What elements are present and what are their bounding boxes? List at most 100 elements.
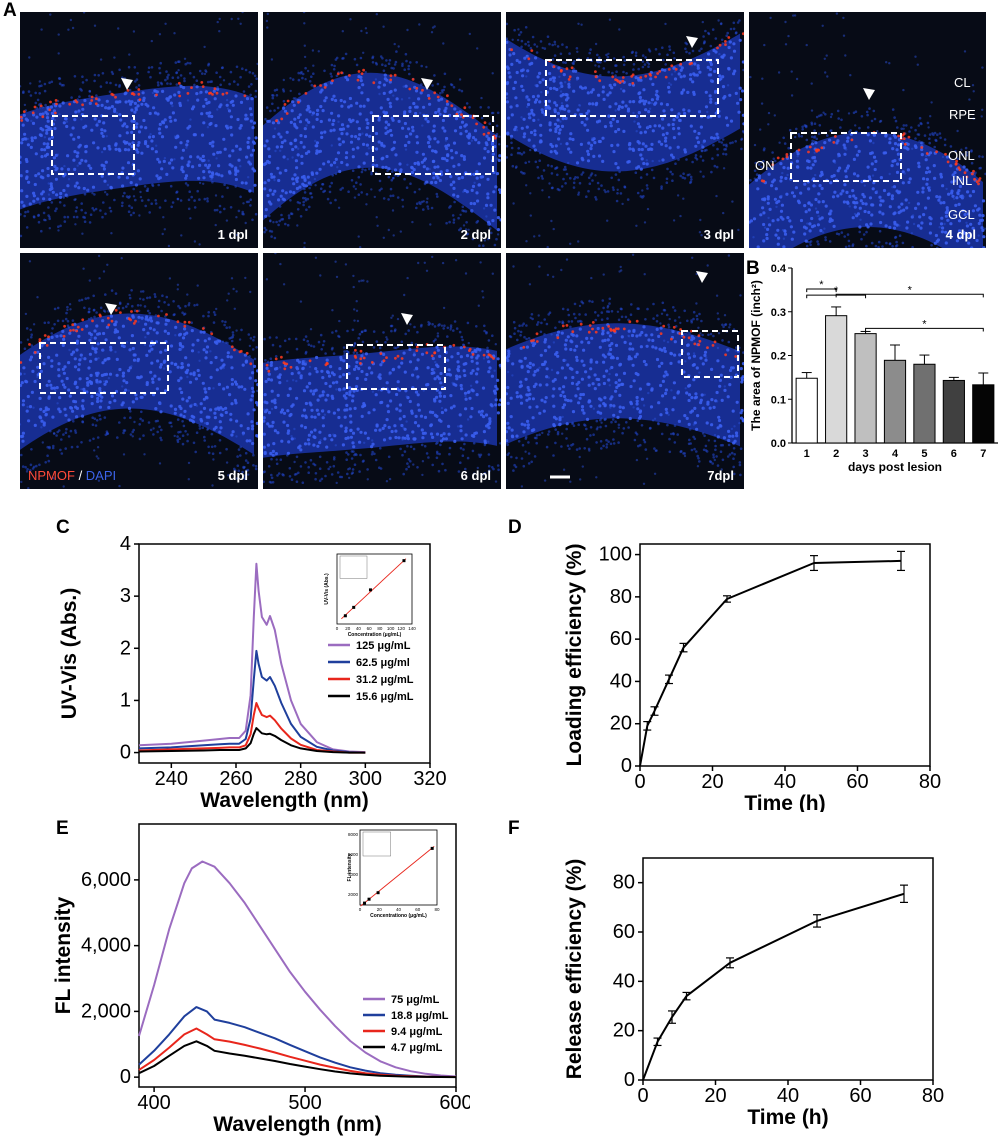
nucleus-dot (496, 228, 500, 232)
nucleus-dot (224, 341, 228, 344)
nucleus-dot (567, 85, 571, 89)
nucleus-dot (838, 166, 842, 170)
nucleus-dot (610, 176, 613, 180)
nanoparticle-dot (304, 92, 308, 95)
nucleus-dot (164, 348, 168, 352)
nucleus-dot (209, 361, 213, 365)
nucleus-dot (548, 123, 552, 127)
nucleus-dot (475, 361, 479, 365)
nucleus-dot (292, 103, 296, 107)
nucleus-dot (101, 215, 104, 219)
nucleus-dot (180, 390, 184, 395)
nucleus-dot (146, 187, 150, 191)
nucleus-dot (665, 131, 669, 135)
nucleus-dot (187, 396, 191, 400)
nucleus-dot (72, 215, 76, 219)
nucleus-dot (238, 338, 242, 341)
nucleus-dot (403, 450, 407, 453)
nucleus-dot (403, 370, 407, 374)
nucleus-dot (906, 142, 910, 146)
nucleus-dot (235, 65, 239, 69)
nucleus-dot (894, 119, 898, 123)
nucleus-dot (73, 184, 77, 188)
nucleus-dot (93, 73, 97, 77)
nucleus-dot (902, 208, 906, 212)
nucleus-dot (67, 388, 71, 392)
nucleus-dot (926, 121, 930, 125)
nucleus-dot (452, 164, 456, 168)
nucleus-dot (375, 424, 379, 428)
nucleus-dot (392, 94, 395, 97)
nucleus-dot (23, 137, 27, 141)
nucleus-dot (444, 139, 448, 142)
nucleus-dot (205, 421, 209, 426)
nucleus-dot (515, 70, 519, 75)
nucleus-dot (459, 429, 463, 433)
nucleus-dot (811, 156, 815, 160)
nucleus-dot (89, 213, 93, 216)
nucleus-dot (437, 377, 442, 381)
nanoparticle-dot (977, 179, 981, 182)
nucleus-dot (309, 430, 314, 434)
nucleus-dot (37, 172, 41, 176)
nucleus-dot (367, 411, 371, 415)
nucleus-dot (246, 461, 250, 464)
nucleus-dot (278, 171, 282, 175)
nucleus-dot (527, 112, 531, 116)
nucleus-dot (46, 454, 49, 457)
nucleus-dot (295, 126, 299, 130)
nucleus-dot (720, 38, 724, 42)
nucleus-dot (129, 102, 133, 106)
nucleus-dot (577, 22, 580, 25)
nucleus-dot (39, 407, 43, 411)
nucleus-dot (908, 130, 911, 133)
nucleus-dot (96, 342, 100, 346)
nucleus-dot (255, 77, 258, 80)
nucleus-dot (206, 199, 209, 203)
nucleus-dot (868, 177, 872, 181)
nucleus-dot (271, 102, 274, 106)
nucleus-dot (323, 437, 327, 441)
nucleus-dot (607, 52, 610, 55)
nucleus-dot (655, 89, 659, 93)
nucleus-dot (773, 114, 776, 117)
nucleus-dot (898, 153, 901, 156)
nanoparticle-dot (225, 91, 229, 95)
nanoparticle-dot (114, 95, 117, 99)
nucleus-dot (61, 319, 65, 323)
nucleus-dot (55, 353, 59, 357)
nucleus-dot (169, 344, 174, 348)
nucleus-dot (135, 397, 139, 401)
nucleus-dot (295, 166, 299, 170)
nucleus-dot (44, 219, 47, 222)
micrograph-texture (506, 18, 744, 248)
nanoparticle-dot (20, 115, 23, 119)
nucleus-dot (580, 120, 584, 125)
nucleus-dot (634, 76, 638, 80)
nucleus-dot (344, 426, 348, 430)
nucleus-dot (673, 70, 677, 73)
nucleus-dot (123, 429, 127, 432)
nucleus-dot (892, 226, 897, 230)
nucleus-dot (57, 368, 61, 372)
nucleus-dot (241, 470, 244, 474)
nucleus-dot (92, 209, 96, 212)
nucleus-dot (411, 430, 415, 434)
nucleus-dot (311, 392, 315, 396)
nucleus-dot (398, 162, 402, 166)
nucleus-dot (550, 172, 554, 175)
nucleus-dot (28, 358, 32, 362)
nucleus-dot (407, 465, 411, 468)
nanoparticle-dot (340, 71, 343, 75)
nucleus-dot (563, 165, 567, 169)
nucleus-dot (286, 393, 290, 397)
nanoparticle-dot (559, 69, 563, 72)
nucleus-dot (57, 374, 61, 378)
nucleus-dot (184, 370, 188, 374)
nucleus-dot (566, 96, 570, 100)
nucleus-dot (188, 380, 193, 384)
nucleus-dot (779, 179, 783, 183)
nucleus-dot (250, 420, 254, 424)
nucleus-dot (167, 244, 171, 248)
nucleus-dot (660, 185, 663, 188)
